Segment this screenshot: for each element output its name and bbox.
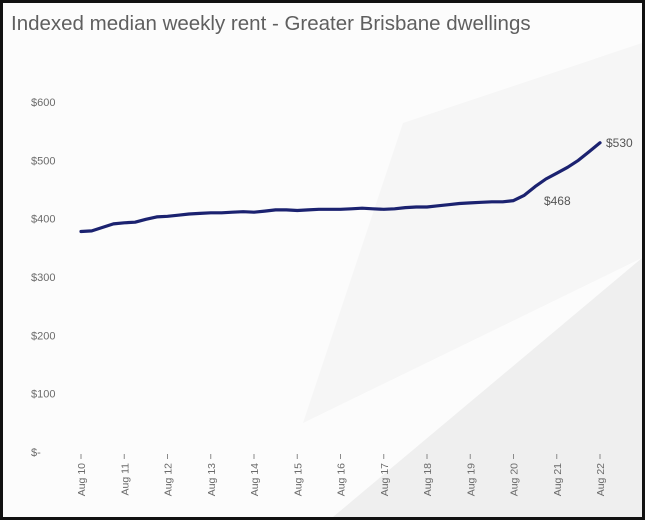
x-tick-label: Aug 10 [76,463,88,496]
x-tick-label: Aug 22 [595,463,607,496]
background-shade [333,258,642,517]
data-label: $468 [544,194,571,208]
y-tick-label: $300 [31,272,55,284]
x-tick-label: Aug 11 [119,463,131,496]
x-tick-label: Aug 14 [249,463,261,496]
chart-title: Indexed median weekly rent - Greater Bri… [11,12,531,35]
x-tick-label: Aug 17 [379,463,391,496]
x-tick-label: Aug 15 [292,463,304,496]
y-tick-label: $400 [31,214,55,226]
y-tick-label: $600 [31,97,55,109]
y-tick-label: $500 [31,155,55,167]
x-tick-label: Aug 13 [206,463,218,496]
data-label: $530 [606,136,633,150]
y-tick-label: $200 [31,330,55,342]
x-tick-label: Aug 20 [509,463,521,496]
y-tick-label: $- [31,447,41,459]
x-tick-label: Aug 16 [336,463,348,496]
x-tick-label: Aug 12 [163,463,175,496]
series-line [79,141,602,234]
x-tick-label: Aug 19 [465,463,477,496]
x-tick-label: Aug 18 [422,463,434,496]
background-shade-upper [303,43,642,423]
y-tick-label: $100 [31,389,55,401]
x-tick-label: Aug 21 [552,463,564,496]
line-chart: $- $100 $200 $300 $400 $500 $600 Aug 10 Aug 11 A… [31,43,642,517]
